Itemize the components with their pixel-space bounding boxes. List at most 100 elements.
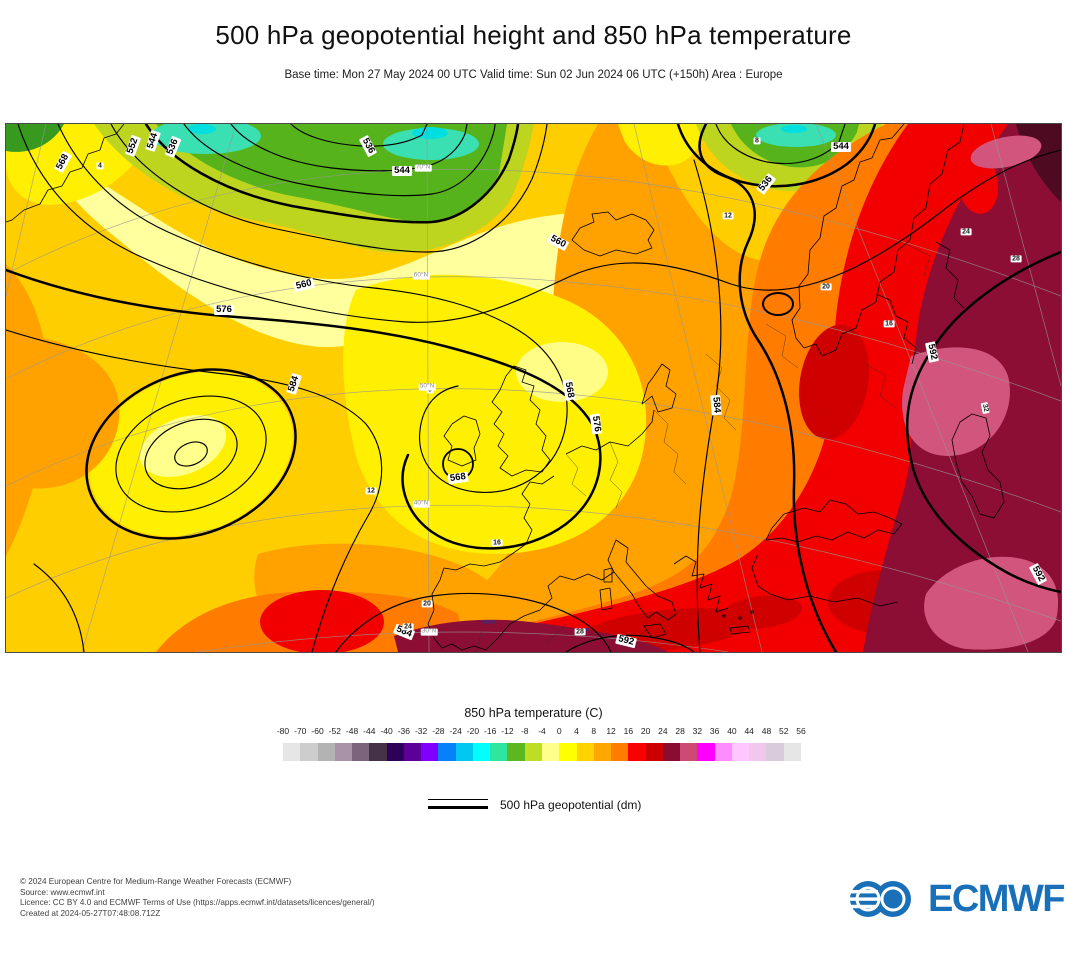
- fill-teal-core-3: [756, 124, 836, 147]
- colorbar-swatch: [369, 743, 387, 761]
- colorbar-swatch: [576, 743, 594, 761]
- contour-trough-u1: [110, 124, 548, 253]
- contour-trough-v1: [676, 124, 877, 188]
- coast-denmark: [641, 363, 677, 413]
- coast-sicily: [643, 623, 667, 639]
- colorbar-swatch: [697, 743, 715, 761]
- fill-purple-dot-1: [482, 620, 495, 624]
- fill-yellow-norwegian-sea: [618, 124, 706, 166]
- footer-line: Source: www.ecmwf.int: [20, 887, 105, 897]
- coast-balkans-greece: [673, 555, 729, 613]
- coast-crete: [729, 625, 751, 635]
- fill-purple-dot-2: [584, 628, 589, 631]
- colorbar-swatch: [455, 743, 473, 761]
- coast-corsica: [603, 567, 613, 583]
- colorbar-tick-label: -32: [414, 726, 428, 736]
- footer-line: Licence: CC BY 4.0 and ECMWF Terms of Us…: [20, 898, 375, 908]
- coast-black-sea: [765, 499, 903, 543]
- coast-scandinavia: [791, 124, 965, 357]
- coast-sardinia: [599, 587, 613, 611]
- weather-map: 568 552 544 536 560 536 544 560 536 544 576 584 568 5…: [5, 123, 1062, 653]
- colorbar-tick-label: 36: [709, 726, 720, 736]
- colorbar-ticks: -80 -70 -60 -52 -48 -44 -40 -36 -32 -28 -24 -20 -16-…: [277, 726, 806, 738]
- colorbar-swatch: [317, 743, 335, 761]
- colorbar-tick-label: -80: [276, 726, 290, 736]
- coast-aegean-island: [738, 616, 742, 620]
- colorbar-swatch: [386, 743, 404, 761]
- colorbar-swatch: [749, 743, 767, 761]
- colorbar-tick-label: -12: [501, 726, 514, 736]
- colorbar-tick-label: 16: [623, 726, 634, 736]
- colorbar-swatch: [783, 743, 801, 761]
- contour-atlantic-ring-3: [144, 418, 238, 490]
- contour-atlantic-ring-1: [85, 368, 297, 540]
- colorbar-tick-label: -52: [328, 726, 341, 736]
- fill-cyan-spot-3: [781, 125, 807, 133]
- colorbar-swatch: [524, 743, 542, 761]
- fill-maroon-south: [394, 619, 668, 652]
- ecmwf-logo-mark: [846, 881, 911, 917]
- colorbar-tick-label: -8: [520, 726, 529, 736]
- graticule: [6, 124, 1061, 652]
- contour-592-east: [905, 250, 1061, 594]
- page-subtitle: Base time: Mon 27 May 2024 00 UTC Valid …: [284, 69, 783, 81]
- page-title: 500 hPa geopotential height and 850 hPa …: [215, 20, 852, 50]
- contour-trough-u4: [230, 124, 468, 172]
- colorbar-swatch: [438, 743, 456, 761]
- coast-aegean-island: [722, 614, 726, 618]
- colorbar-swatch: [334, 743, 353, 761]
- colorbar-title: 850 hPa temperature (C): [464, 706, 603, 720]
- colorbar-swatch: [611, 743, 629, 761]
- colorbar-swatch: [421, 743, 439, 761]
- colorbar-swatch: [472, 743, 491, 761]
- colorbar-swatch: [507, 743, 525, 761]
- coast-gulf-finland: [935, 241, 965, 309]
- colorbar-tick-label: 20: [640, 726, 651, 736]
- contour-atlantic-ring-4: [174, 441, 208, 467]
- fill-darkred-1: [799, 324, 869, 440]
- contour-atlantic-ring-2: [115, 395, 267, 513]
- colorbar-swatch: [403, 743, 422, 761]
- colorbar-tick-label: 48: [761, 726, 772, 736]
- coast-baltic: [875, 293, 917, 365]
- colorbar-tick-label: -40: [380, 726, 393, 736]
- colorbar-tick-label: -70: [294, 726, 307, 736]
- colorbar-swatch: [645, 743, 663, 761]
- geopotential-legend-lines: [428, 799, 488, 809]
- fill-rose-caspian: [902, 347, 1010, 456]
- colorbar-tick-label: -44: [363, 726, 376, 736]
- contour-560: [17, 124, 1061, 323]
- contour-592-south: [565, 634, 695, 652]
- fill-rose-north: [970, 135, 1042, 169]
- coast-iceland: [571, 211, 655, 257]
- colorbar-swatch: [731, 743, 750, 761]
- colorbar-tick-label: 12: [606, 726, 616, 736]
- colorbar-tick-label: 44: [744, 726, 754, 736]
- colorbar-tick-label: -60: [311, 726, 324, 736]
- colorbar-tick-label: -48: [345, 726, 359, 736]
- fill-orange-west-blob: [6, 336, 120, 489]
- coast-ireland: [443, 415, 481, 467]
- colorbar-tick-label: -20: [466, 726, 480, 736]
- contour-trough-u2: [144, 124, 520, 224]
- contour-southwest: [33, 563, 85, 652]
- footer-line: © 2024 European Centre for Medium-Range …: [20, 877, 292, 886]
- colorbar-tick-label: 28: [675, 726, 685, 736]
- colorbar-tick-label: 52: [778, 726, 789, 736]
- contour-584-south: [335, 592, 612, 652]
- colorbar-tick-label: 32: [692, 726, 703, 736]
- contour-baltic-ring: [762, 292, 794, 316]
- colorbar-swatch: [541, 743, 560, 761]
- fill-teal-core-2: [383, 128, 479, 160]
- colorbar-tick-label: 24: [658, 726, 668, 736]
- coast-france-iberia: [427, 475, 615, 651]
- colorbar-tick-label: 56: [796, 726, 806, 736]
- colorbar-tick-label: -24: [449, 726, 462, 736]
- coast-north-sea: [565, 409, 655, 455]
- coast-caspian: [951, 413, 1005, 519]
- temperature-fill-regions: [6, 124, 1061, 652]
- fill-red-spot-northeast: [957, 154, 999, 214]
- colorbar-swatch: [352, 743, 370, 761]
- colorbar-swatch: [559, 743, 577, 761]
- colorbar-swatch: [680, 743, 698, 761]
